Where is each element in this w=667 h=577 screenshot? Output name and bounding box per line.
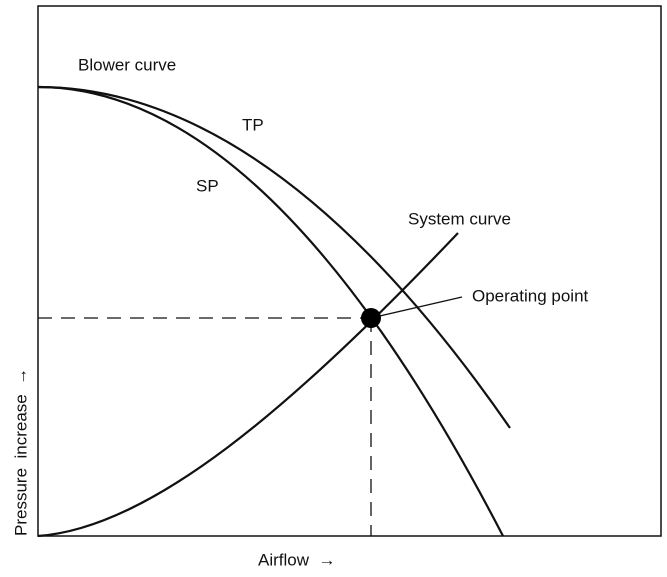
label: Operating point [472, 286, 589, 305]
label: Blower curve [78, 55, 176, 74]
label: SP [196, 176, 219, 195]
x-axis-label: Airflow → [258, 550, 335, 569]
leader-line [370, 296, 463, 319]
label: System curve [408, 209, 511, 228]
system-curve [37, 232, 459, 538]
operating-point [361, 308, 381, 328]
sp-curve [37, 85, 504, 537]
y-axis-label: Pressure increase → [11, 368, 30, 536]
label: TP [242, 115, 264, 134]
tp-curve [37, 85, 511, 429]
frame [37, 5, 662, 537]
